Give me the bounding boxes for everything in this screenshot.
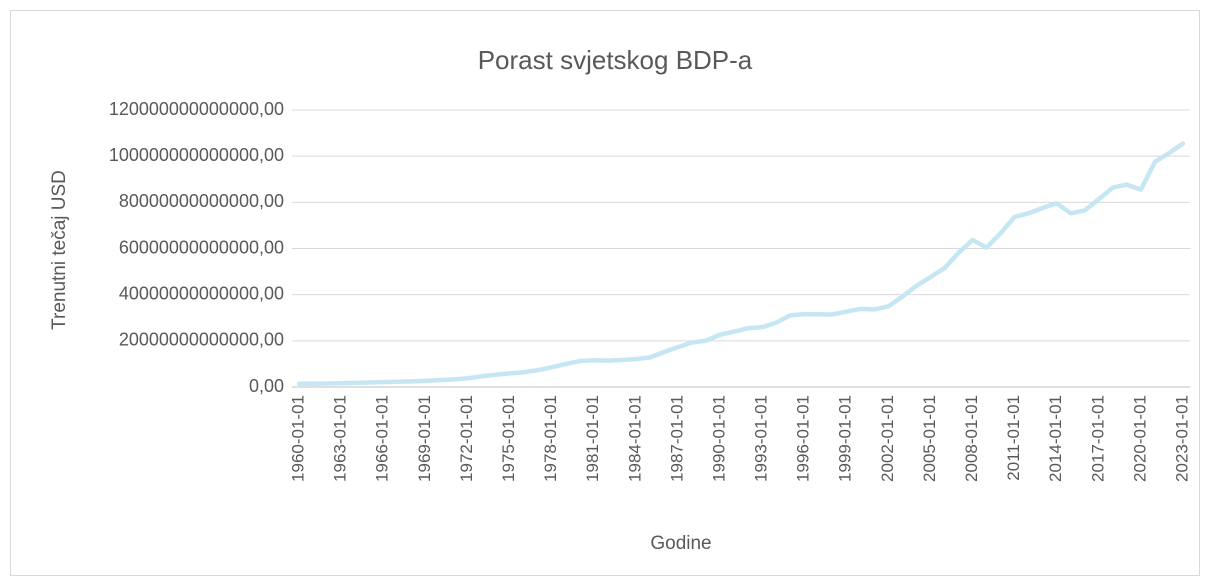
y-tick-label: 40000000000000,00	[119, 283, 284, 303]
x-tick-label: 1978-01-01	[541, 395, 560, 482]
x-tick-label: 2008-01-01	[962, 395, 981, 482]
chart-border	[10, 10, 1200, 576]
y-tick-label: 20000000000000,00	[119, 330, 284, 350]
x-tick-label: 1960-01-01	[289, 395, 308, 482]
y-tick-label: 0,00	[249, 376, 284, 396]
x-tick-label: 2002-01-01	[878, 395, 897, 482]
x-tick-label: 2017-01-01	[1088, 395, 1107, 482]
y-tick-label: 60000000000000,00	[119, 237, 284, 257]
x-tick-label: 2020-01-01	[1130, 395, 1149, 482]
x-tick-label: 2011-01-01	[1004, 395, 1023, 481]
x-tick-label: 2014-01-01	[1046, 395, 1065, 482]
y-tick-label: 80000000000000,00	[119, 191, 284, 211]
x-tick-label: 1966-01-01	[373, 395, 392, 482]
x-tick-label: 1969-01-01	[415, 395, 434, 482]
x-tick-label: 2023-01-01	[1172, 395, 1191, 482]
x-tick-label: 1975-01-01	[499, 395, 518, 482]
y-axis-title: Trenutni tečaj USD	[49, 170, 70, 330]
x-tick-label: 1996-01-01	[794, 395, 813, 482]
x-tick-label: 1972-01-01	[457, 395, 476, 482]
x-axis-title: Godine	[650, 533, 711, 554]
x-tick-label: 2005-01-01	[920, 395, 939, 482]
y-tick-label: 120000000000000,00	[109, 99, 284, 119]
data-line	[296, 141, 1186, 387]
x-tick-label: 1981-01-01	[583, 395, 602, 482]
x-tick-label: 1984-01-01	[625, 395, 644, 482]
x-tick-label: 1987-01-01	[667, 395, 686, 482]
x-tick-label: 1999-01-01	[836, 395, 855, 482]
chart-title: Porast svjetskog BDP-a	[478, 45, 753, 75]
x-tick-label: 1990-01-01	[709, 395, 728, 482]
y-tick-label: 100000000000000,00	[109, 145, 284, 165]
x-tick-label: 1963-01-01	[331, 395, 350, 482]
x-tick-label: 1993-01-01	[752, 395, 771, 482]
